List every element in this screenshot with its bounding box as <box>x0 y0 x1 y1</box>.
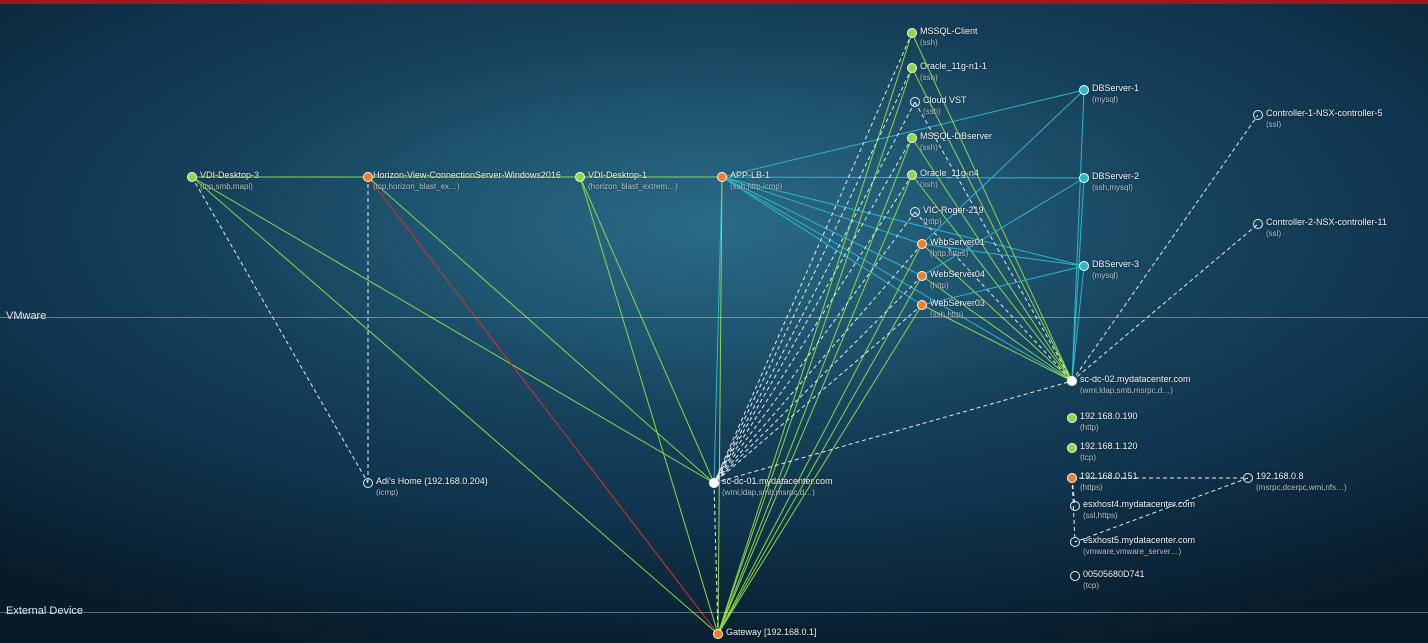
edge <box>192 177 714 483</box>
node-ip190[interactable] <box>1067 413 1077 423</box>
network-svg <box>0 0 1428 643</box>
node-mssqldb[interactable] <box>907 133 917 143</box>
node-scdc02[interactable] <box>1067 376 1077 386</box>
edge <box>722 177 1084 178</box>
node-esx5[interactable] <box>1070 537 1080 547</box>
edge <box>714 175 912 483</box>
edge <box>722 177 922 244</box>
row-divider <box>0 612 1428 613</box>
node-esx4[interactable] <box>1070 501 1080 511</box>
node-nsx11[interactable] <box>1253 219 1263 229</box>
edge <box>714 33 912 483</box>
edge <box>580 177 718 634</box>
node-ws04[interactable] <box>917 271 927 281</box>
edge <box>912 138 1072 381</box>
node-vdi1[interactable] <box>575 172 585 182</box>
node-cloudvst[interactable] <box>910 97 920 107</box>
node-oracle1[interactable] <box>907 63 917 73</box>
node-ip08[interactable] <box>1243 473 1253 483</box>
node-macaddr[interactable] <box>1070 571 1080 581</box>
node-scdc01[interactable] <box>709 478 719 488</box>
edge <box>722 90 1084 177</box>
node-ws03[interactable] <box>917 300 927 310</box>
row-divider <box>0 317 1428 318</box>
edge <box>915 212 1072 381</box>
row-label: VMware <box>6 310 46 322</box>
edge <box>714 102 915 483</box>
edge <box>922 244 1084 266</box>
node-vicr[interactable] <box>910 207 920 217</box>
node-ws01[interactable] <box>917 239 927 249</box>
node-ip151[interactable] <box>1067 473 1077 483</box>
edge <box>718 175 912 634</box>
edge <box>192 177 718 634</box>
edge <box>714 305 922 483</box>
node-dbs3[interactable] <box>1079 261 1089 271</box>
node-gateway[interactable] <box>713 629 723 639</box>
node-ip1120[interactable] <box>1067 443 1077 453</box>
edge <box>718 305 922 634</box>
edge <box>718 33 912 634</box>
edge <box>722 177 1084 266</box>
edge <box>722 177 922 305</box>
edge <box>714 212 915 483</box>
edge <box>922 178 1084 276</box>
edge <box>714 381 1072 483</box>
edge <box>368 177 714 483</box>
edge <box>1072 90 1084 381</box>
node-dbs2[interactable] <box>1079 173 1089 183</box>
edge <box>714 68 912 483</box>
edge <box>912 33 1072 381</box>
edge <box>922 266 1084 305</box>
edge <box>718 276 922 634</box>
node-adihome[interactable] <box>363 478 373 488</box>
node-applb1[interactable] <box>717 172 727 182</box>
node-nsx5[interactable] <box>1253 110 1263 120</box>
edge <box>922 90 1084 244</box>
edge <box>580 177 714 483</box>
node-vdi3[interactable] <box>187 172 197 182</box>
edge <box>922 276 1072 381</box>
edge <box>368 177 718 634</box>
node-oracle4[interactable] <box>907 170 917 180</box>
row-label: External Device <box>6 605 83 617</box>
node-mssqlc[interactable] <box>907 28 917 38</box>
edge <box>718 138 912 634</box>
node-hvcs[interactable] <box>363 172 373 182</box>
edge <box>722 177 922 276</box>
edge <box>718 68 912 634</box>
edge <box>192 177 368 483</box>
node-dbs1[interactable] <box>1079 85 1089 95</box>
edge <box>718 244 922 634</box>
network-topology-canvas: VMwareExternal DeviceVDI-Desktop-3(tcp,s… <box>0 0 1428 643</box>
edge <box>714 244 922 483</box>
edge <box>922 244 1072 381</box>
edge <box>915 102 1072 381</box>
edge <box>1075 478 1248 542</box>
